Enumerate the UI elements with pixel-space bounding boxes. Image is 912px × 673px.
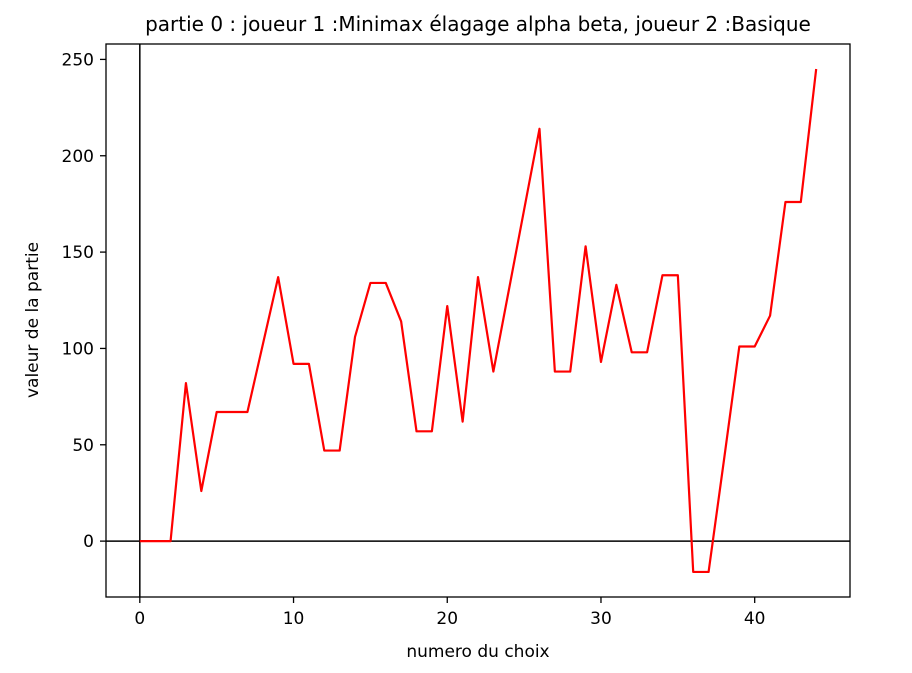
x-axis-label: numero du choix bbox=[406, 642, 549, 662]
x-tick-label: 40 bbox=[744, 609, 766, 629]
chart-title: partie 0 : joueur 1 :Minimax élagage alp… bbox=[145, 12, 811, 36]
x-tick-label: 0 bbox=[134, 609, 145, 629]
series-layer bbox=[139, 68, 818, 574]
reference-lines bbox=[106, 44, 850, 597]
y-axis-label: valeur de la partie bbox=[23, 242, 43, 398]
y-tick-label: 0 bbox=[83, 532, 94, 552]
plot-frame bbox=[105, 43, 851, 598]
x-tick-label: 30 bbox=[590, 609, 612, 629]
series-line-0 bbox=[139, 68, 818, 574]
y-tick-label: 150 bbox=[62, 243, 94, 263]
y-tick-label: 200 bbox=[62, 147, 94, 167]
y-tick-label: 100 bbox=[62, 339, 94, 359]
x-tick-label: 10 bbox=[283, 609, 305, 629]
x-axis-ticks: 0 10 20 30 40 bbox=[134, 597, 766, 629]
y-axis-ticks: 0 50 100 150 200 250 bbox=[62, 50, 106, 552]
x-tick-label: 20 bbox=[436, 609, 458, 629]
y-tick-label: 250 bbox=[62, 50, 94, 70]
y-tick-label: 50 bbox=[72, 436, 94, 456]
